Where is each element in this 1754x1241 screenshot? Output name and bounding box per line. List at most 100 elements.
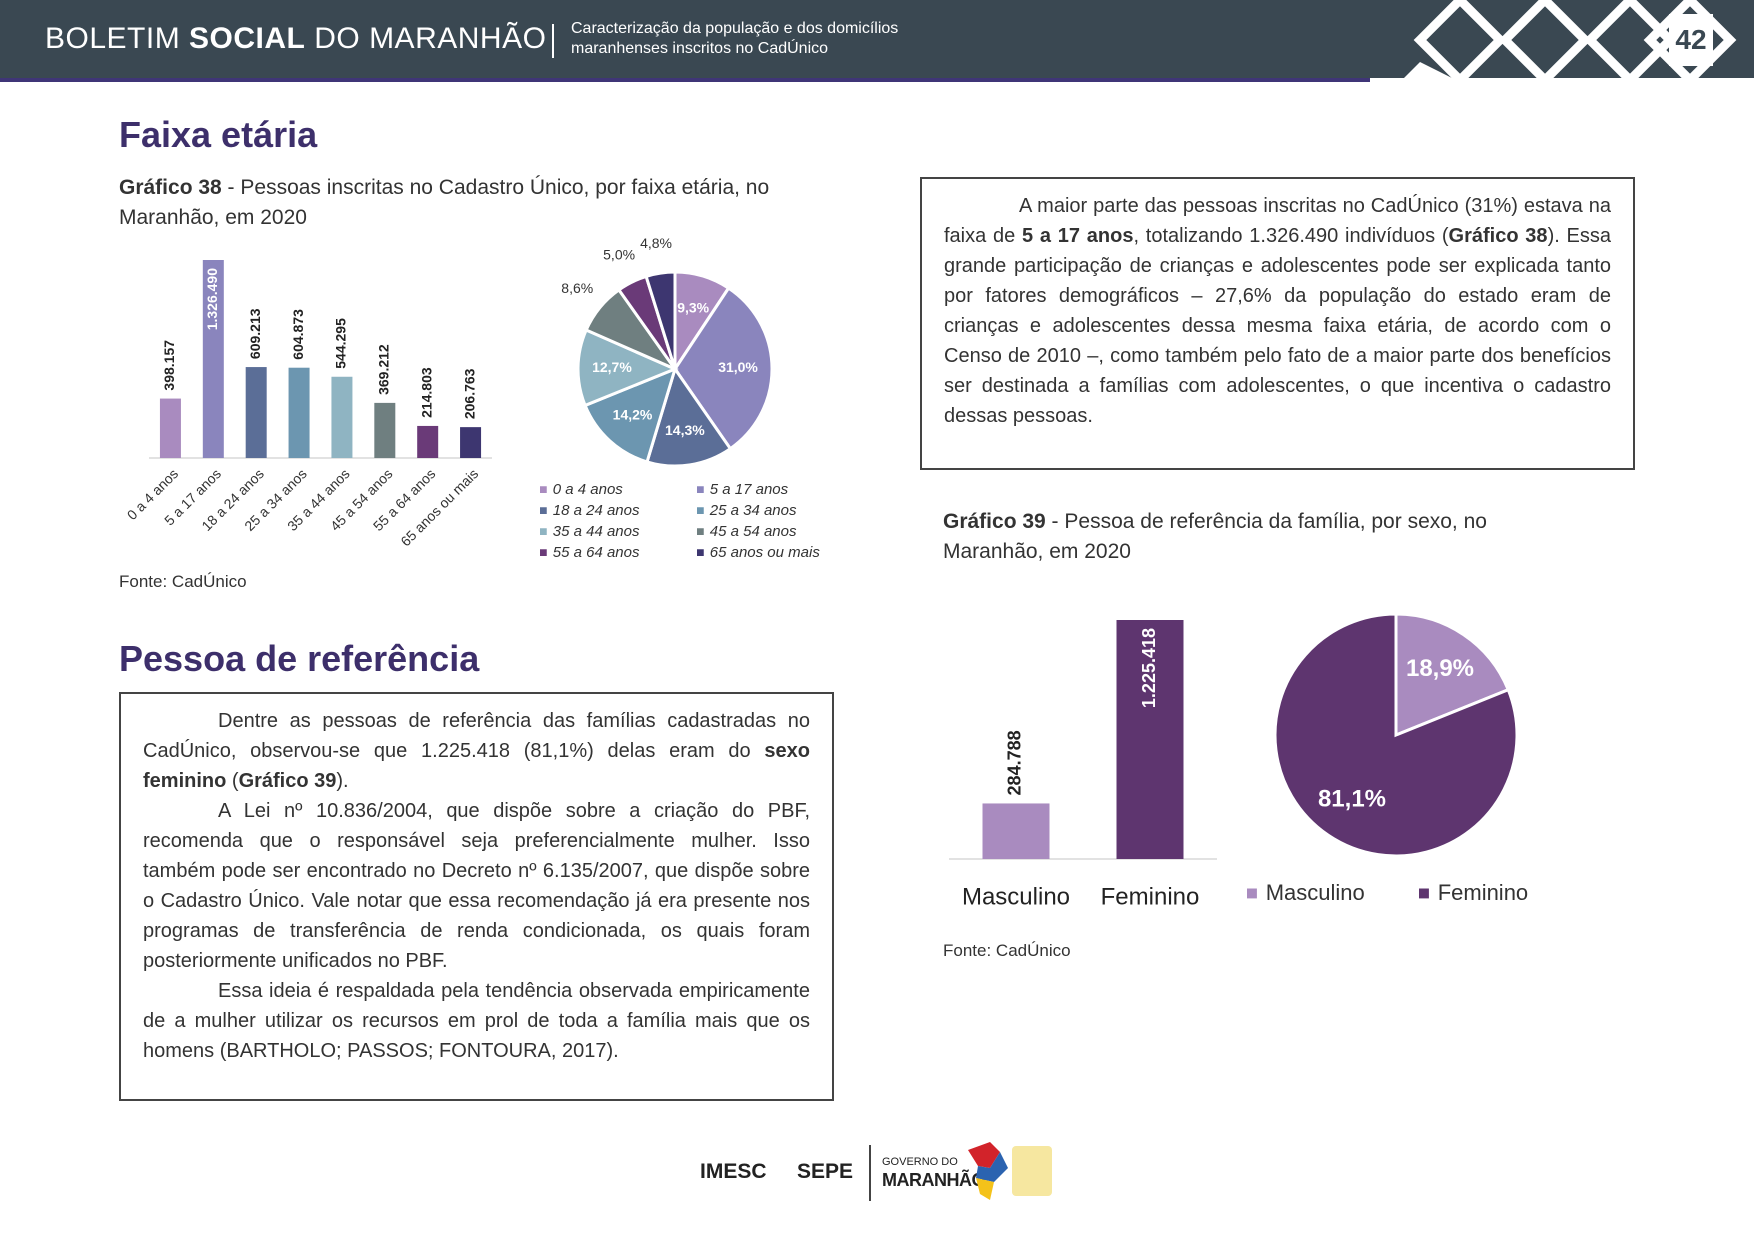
figure-caption: Gráfico 39 - Pessoa de referência da fam… xyxy=(943,507,1563,567)
text-run: ). Essa grande participação de crianças … xyxy=(944,225,1612,427)
bar xyxy=(460,427,482,458)
header-title: BOLETIM SOCIAL DO MARANHÃO xyxy=(45,22,546,56)
bar xyxy=(982,803,1050,859)
bar xyxy=(331,376,353,458)
legend-swatch xyxy=(540,549,547,556)
data-label: 8,6% xyxy=(561,280,593,296)
data-label: 1.225.418 xyxy=(1139,628,1159,708)
text-run: Gráfico 38 xyxy=(119,176,222,199)
bar xyxy=(245,367,267,458)
title-part: SOCIAL xyxy=(189,22,306,55)
legend-label: 55 a 64 anos xyxy=(553,544,640,561)
data-label: 5,0% xyxy=(603,247,635,263)
legend-swatch xyxy=(697,507,704,514)
pie-slice xyxy=(576,328,679,408)
legend-label: 65 anos ou mais xyxy=(710,544,821,561)
text-box: Dentre as pessoas de referência das famí… xyxy=(119,692,834,1101)
paragraph: A Lei nº 10.836/2004, que dispõe sobre a… xyxy=(143,796,810,976)
title-part: DO MARANHÃO xyxy=(314,22,547,55)
data-label: 604.873 xyxy=(290,309,306,360)
text-run: Gráfico 39 xyxy=(238,770,337,792)
data-label: 214.803 xyxy=(418,367,434,418)
text-run: Gráfico 39 xyxy=(943,510,1046,533)
data-label: 14,2% xyxy=(613,406,653,422)
text-run: A Lei nº 10.836/2004, que dispõe sobre a… xyxy=(143,800,810,972)
data-label: 1.326.490 xyxy=(204,268,220,330)
text-run: Essa ideia é respaldada pela tendência o… xyxy=(143,980,810,1062)
header-stripe xyxy=(0,78,1370,82)
bar xyxy=(288,367,310,458)
pie-slice xyxy=(583,366,678,464)
header-decoration xyxy=(1360,0,1754,82)
legend-swatch xyxy=(697,528,704,535)
pie-slice xyxy=(1394,612,1511,738)
data-label: 14,3% xyxy=(665,422,705,438)
bar xyxy=(1116,620,1184,859)
pie-slice xyxy=(673,286,774,451)
figure-source: Fonte: CadÚnico xyxy=(943,941,1071,960)
data-label: 81,1% xyxy=(1318,786,1386,813)
divider xyxy=(552,24,554,58)
legend-swatch xyxy=(697,549,704,556)
legend-label: 25 a 34 anos xyxy=(709,502,797,519)
legend-label: 45 a 54 anos xyxy=(710,523,797,540)
bar xyxy=(374,402,396,458)
data-label: 609.213 xyxy=(247,308,263,359)
bar xyxy=(417,425,439,458)
text-run: 5 a 17 anos xyxy=(1022,225,1134,247)
legend-label: 0 a 4 anos xyxy=(553,481,624,498)
text-run: sexo feminino xyxy=(143,740,810,792)
legend-swatch xyxy=(1419,888,1429,899)
data-label: 284.788 xyxy=(1005,730,1025,795)
header-bar: BOLETIM SOCIAL DO MARANHÃO Caracterizaçã… xyxy=(0,0,1754,82)
text-box: A maior parte das pessoas inscritas no C… xyxy=(920,177,1635,470)
legend-label: 35 a 44 anos xyxy=(553,523,640,540)
figure-source: Fonte: CadÚnico xyxy=(119,572,247,591)
title-part: BOLETIM xyxy=(45,22,181,55)
text-run: , totalizando 1.326.490 indivíduos ( xyxy=(1133,225,1449,247)
text-run: ( xyxy=(226,770,239,792)
text-run: ). xyxy=(336,770,349,792)
section-heading: Pessoa de referência xyxy=(119,638,480,679)
data-label: 9,3% xyxy=(677,299,709,315)
paragraph: Dentre as pessoas de referência das famí… xyxy=(143,706,810,796)
text-run: Gráfico 38 xyxy=(1448,225,1548,247)
pie-slice xyxy=(1273,612,1519,858)
legend-swatch xyxy=(697,486,704,493)
x-tick-label: Feminino xyxy=(1101,883,1200,910)
data-label: 369.212 xyxy=(376,344,392,395)
legend-label: 5 a 17 anos xyxy=(710,481,789,498)
divider xyxy=(869,1145,871,1201)
text-run: A maior parte das pessoas inscritas no C… xyxy=(944,195,1611,247)
logo: SEPE xyxy=(797,1160,854,1183)
legend-swatch xyxy=(540,507,547,514)
bar xyxy=(159,398,181,458)
paragraph: A maior parte das pessoas inscritas no C… xyxy=(944,191,1611,431)
pie-slice xyxy=(644,270,677,370)
header-subtitle: Caracterização da população e dos domicí… xyxy=(571,20,899,57)
legend-swatch xyxy=(540,486,547,493)
text-run: - Pessoas inscritas no Cadastro Único, p… xyxy=(119,176,770,229)
data-label: 398.157 xyxy=(161,340,177,391)
paragraph: Essa ideia é respaldada pela tendência o… xyxy=(143,976,810,1066)
x-tick-label: Masculino xyxy=(962,883,1070,910)
data-label: 544.295 xyxy=(333,318,349,369)
legend-label: Masculino xyxy=(1266,880,1365,905)
logo: IMESC xyxy=(700,1160,767,1183)
figure-caption: Gráfico 38 - Pessoas inscritas no Cadast… xyxy=(119,173,799,233)
data-label: 18,9% xyxy=(1406,655,1474,682)
bar xyxy=(202,260,224,458)
data-label: 12,7% xyxy=(592,359,632,375)
data-label: 31,0% xyxy=(718,359,758,375)
page-number: 42 xyxy=(1675,24,1707,55)
logo: MARANHÃO xyxy=(882,1170,986,1190)
text-run: - Pessoa de referência da família, por s… xyxy=(943,510,1487,563)
data-label: 206.763 xyxy=(461,368,477,419)
section-heading: Faixa etária xyxy=(119,114,318,155)
legend-swatch xyxy=(1247,888,1257,899)
logo: GOVERNO DO xyxy=(882,1156,958,1168)
legend-swatch xyxy=(540,528,547,535)
text-run: Dentre as pessoas de referência das famí… xyxy=(143,710,810,762)
